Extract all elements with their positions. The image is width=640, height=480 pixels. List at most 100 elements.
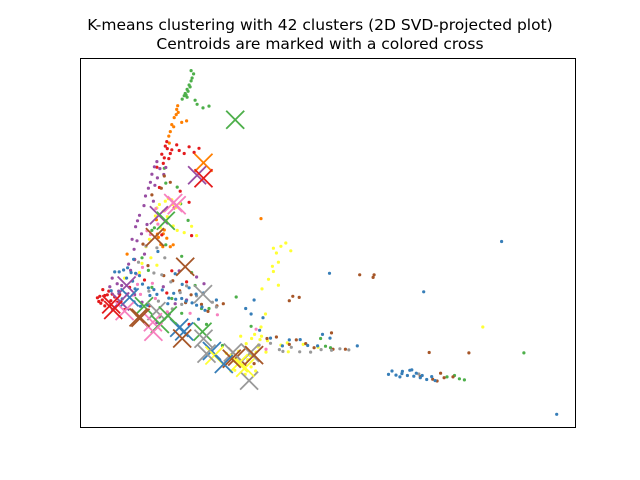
data-point	[177, 148, 181, 153]
data-point	[178, 291, 182, 295]
data-point	[143, 194, 148, 198]
data-point	[180, 296, 184, 301]
data-point	[175, 107, 179, 111]
data-point	[279, 244, 283, 248]
plot-frame	[80, 58, 576, 428]
data-point	[148, 293, 152, 298]
data-point	[176, 110, 180, 114]
data-point	[319, 348, 323, 352]
data-point	[244, 306, 248, 311]
data-point	[137, 213, 142, 217]
data-point	[158, 167, 162, 171]
data-point	[152, 165, 156, 169]
data-point	[200, 305, 204, 309]
data-point	[146, 264, 150, 268]
data-point	[150, 285, 154, 289]
data-point	[190, 76, 194, 80]
data-point	[150, 228, 154, 232]
data-point	[249, 324, 253, 328]
data-point	[328, 336, 332, 340]
data-point	[172, 125, 176, 129]
data-point	[261, 316, 265, 320]
data-point	[100, 298, 104, 302]
data-point	[343, 347, 347, 351]
data-point	[164, 181, 168, 185]
data-point	[195, 102, 199, 106]
data-point	[101, 288, 105, 292]
data-point	[221, 302, 225, 306]
data-point	[268, 336, 273, 340]
data-point	[134, 225, 138, 229]
data-point	[127, 262, 131, 266]
data-point	[125, 276, 129, 280]
data-point	[146, 186, 150, 190]
data-point	[167, 296, 171, 300]
data-point	[201, 106, 205, 110]
data-point	[291, 294, 295, 298]
data-point	[182, 151, 186, 156]
data-point	[252, 362, 256, 366]
data-point	[171, 243, 175, 247]
data-point	[151, 199, 155, 203]
data-point	[274, 335, 278, 339]
data-point	[163, 144, 167, 148]
data-point	[165, 236, 169, 240]
data-point	[138, 304, 143, 308]
data-point	[445, 375, 449, 379]
data-point	[167, 157, 171, 161]
data-point	[163, 199, 167, 203]
data-point	[150, 172, 154, 176]
centroid-cross	[193, 153, 214, 173]
data-point	[187, 145, 191, 149]
centroid-cross	[146, 301, 167, 321]
data-point	[390, 369, 394, 373]
data-point	[172, 291, 176, 295]
data-point	[555, 412, 559, 416]
data-point	[274, 251, 278, 255]
data-point	[184, 299, 188, 303]
data-point	[277, 348, 281, 352]
data-point	[140, 265, 145, 269]
data-point	[122, 268, 126, 272]
data-point	[355, 344, 359, 348]
centroid-cross	[134, 296, 154, 316]
data-point	[220, 343, 224, 348]
data-point	[338, 347, 342, 351]
data-point	[182, 231, 186, 235]
data-point	[244, 342, 248, 346]
centroid-cross	[239, 370, 259, 391]
centroid-cross	[172, 328, 192, 349]
data-point	[160, 288, 164, 292]
centroid-cross	[244, 345, 264, 365]
data-point	[195, 234, 199, 238]
data-point	[160, 152, 164, 156]
data-point	[187, 200, 191, 204]
data-point	[276, 283, 280, 287]
data-point	[301, 342, 305, 346]
data-point	[188, 311, 192, 315]
data-point	[155, 176, 159, 180]
centroid-cross	[119, 287, 140, 308]
data-point	[153, 296, 157, 301]
data-point	[309, 350, 313, 354]
data-point	[165, 310, 169, 314]
data-point	[203, 308, 207, 312]
data-point	[422, 290, 426, 294]
data-point	[193, 98, 197, 102]
data-point	[133, 287, 137, 291]
data-point	[412, 374, 416, 378]
data-point	[252, 298, 256, 302]
data-point	[254, 327, 258, 331]
data-point	[152, 288, 156, 292]
data-point	[320, 332, 325, 336]
data-point	[120, 283, 124, 288]
centroid-cross	[101, 294, 121, 315]
data-point	[170, 296, 174, 301]
data-point	[189, 69, 193, 73]
data-point	[165, 140, 169, 144]
data-point	[329, 348, 334, 352]
data-point	[187, 286, 191, 290]
data-point	[323, 344, 328, 348]
data-point	[129, 271, 133, 275]
data-point	[462, 378, 466, 382]
